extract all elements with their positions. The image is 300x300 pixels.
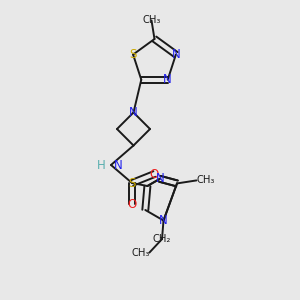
Text: CH₂: CH₂: [153, 234, 171, 244]
Text: N: N: [164, 73, 172, 86]
Text: N: N: [155, 172, 164, 185]
Text: S: S: [128, 176, 136, 190]
Text: O: O: [150, 167, 159, 181]
Text: CH₃: CH₃: [142, 15, 161, 26]
Text: N: N: [159, 214, 168, 227]
Text: S: S: [129, 48, 137, 61]
Text: CH₃: CH₃: [196, 176, 215, 185]
Text: N: N: [172, 48, 180, 61]
Text: N: N: [114, 158, 123, 172]
Text: N: N: [129, 106, 138, 119]
Text: CH₃: CH₃: [131, 248, 149, 258]
Text: O: O: [128, 197, 136, 211]
Text: H: H: [97, 158, 106, 172]
